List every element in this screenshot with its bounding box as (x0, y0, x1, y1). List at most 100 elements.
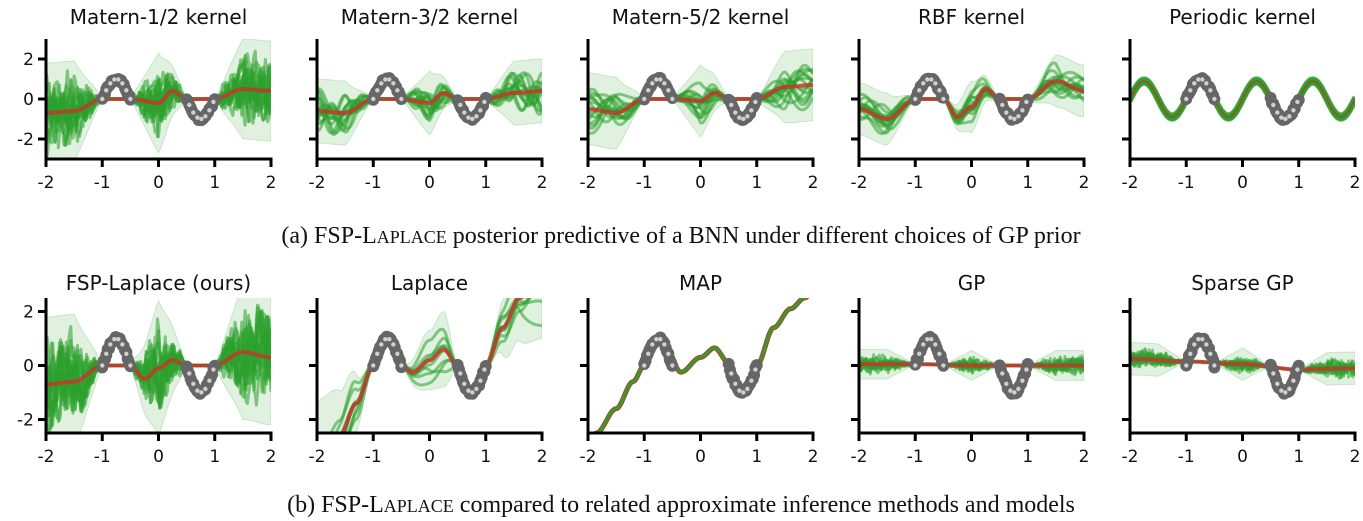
data-point-highlight (1012, 390, 1017, 395)
data-point-highlight (371, 96, 376, 102)
data-point-highlight (662, 81, 667, 86)
caption-b-suffix: compared to related approximate inferenc… (454, 492, 1075, 518)
data-point-highlight (211, 367, 216, 372)
data-point-highlight (666, 351, 671, 356)
data-point-highlight (387, 336, 392, 342)
plot-area (859, 348, 1084, 381)
x-tick-label: 1 (209, 447, 220, 467)
data-point-highlight (116, 336, 121, 342)
data-point-highlight (383, 336, 388, 342)
data-point-highlight (1291, 378, 1296, 383)
data-point-highlight (1020, 378, 1025, 383)
posterior-sample (317, 72, 542, 130)
x-tick-label: 0 (424, 173, 435, 193)
data-point-highlight (1212, 363, 1217, 368)
data-point-highlight (1204, 81, 1209, 86)
data-point-highlight (1184, 363, 1189, 368)
panel-title: RBF kernel (918, 5, 1025, 29)
data-point-highlight (662, 342, 667, 347)
data-point-highlight (458, 102, 463, 108)
data-point-highlight (753, 367, 758, 372)
data-point-highlight (1008, 388, 1013, 393)
x-tick-label: 0 (1237, 173, 1248, 193)
data-point-highlight (124, 351, 129, 356)
x-tick-label: 2 (808, 173, 819, 193)
panel-5: -2 -1 0 1 2 Periodic kernel (1122, 5, 1361, 193)
data-point-highlight (1000, 371, 1005, 376)
data-point-highlight (733, 110, 738, 115)
data-point-highlight (933, 342, 938, 347)
y-tick-label: 0 (23, 357, 34, 377)
data-point-highlight (1196, 336, 1201, 342)
data-point-highlight (124, 88, 129, 93)
mean-line (317, 89, 542, 115)
panel-title: FSP-Laplace (ours) (66, 271, 251, 295)
data-point-highlight (729, 102, 734, 108)
data-point-highlight (112, 336, 117, 342)
data-point-highlight (646, 88, 651, 93)
panel-4: -2 -1 0 1 2 RBF kernel (851, 5, 1090, 193)
x-tick-label: 0 (966, 447, 977, 467)
data-point-highlight (395, 88, 400, 93)
data-point-highlight (399, 96, 404, 102)
plot-area (592, 298, 810, 433)
data-point-highlight (1295, 367, 1300, 372)
data-point-highlight (1008, 115, 1013, 120)
data-point-highlight (466, 388, 471, 393)
panel-9: -2 -1 0 1 2 GP (851, 271, 1090, 467)
data-point-highlight (1192, 342, 1197, 347)
data-point-highlight (108, 81, 113, 86)
x-tick-label: 0 (1237, 447, 1248, 467)
data-point-highlight (458, 371, 463, 376)
data-point-highlight (1016, 114, 1021, 119)
y-tick-label: 2 (23, 303, 34, 323)
data-point-highlight (199, 390, 204, 395)
data-point-highlight (207, 378, 212, 383)
data-point-highlight (191, 110, 196, 115)
data-point-highlight (466, 115, 471, 120)
mean-line (1130, 356, 1355, 372)
data-point-highlight (116, 77, 121, 82)
x-tick-label: -1 (636, 447, 653, 467)
data-point-highlight (1291, 108, 1296, 113)
data-point-highlight (1188, 88, 1193, 93)
x-tick-label: 0 (424, 447, 435, 467)
data-point-highlight (670, 363, 675, 368)
data-point-highlight (646, 351, 651, 356)
panel-8: -2 -1 0 1 2 MAP (580, 271, 819, 467)
x-tick-label: 2 (1079, 447, 1090, 467)
data-point-highlight (478, 108, 483, 113)
posterior-sample (859, 79, 1084, 128)
data-point-highlight (929, 77, 934, 82)
caption-a-suffix: posterior predictive of a BNN under diff… (447, 223, 1081, 249)
data-point-highlight (937, 88, 942, 93)
caption-b: (b) FSP-LAPLACE compared to related appr… (287, 492, 1075, 518)
x-tick-label: -1 (636, 173, 653, 193)
panels: -2 -1 0 1 2 2 0 -2 Matern-1/2 kernel -2 -1 0 1 2 Mater… (17, 5, 1361, 467)
panel-title: Periodic kernel (1169, 5, 1316, 29)
plot-area (1130, 76, 1355, 122)
data-point-highlight (1208, 88, 1213, 93)
data-point-highlight (1024, 367, 1029, 372)
data-point-highlight (670, 96, 675, 102)
mean-line (859, 79, 1084, 121)
data-point-highlight (482, 99, 487, 105)
data-point-highlight (1196, 77, 1201, 82)
x-tick-label: 2 (808, 447, 819, 467)
data-point-highlight (737, 388, 742, 393)
data-point-highlight (462, 110, 467, 115)
x-tick-label: 1 (209, 173, 220, 193)
panel-3: -2 -1 0 1 2 Matern-5/2 kernel (580, 5, 819, 193)
data-point-highlight (741, 390, 746, 395)
data-point-highlight (100, 363, 105, 368)
data-point-highlight (642, 96, 647, 102)
data-point-highlight (391, 342, 396, 347)
data-point-highlight (104, 351, 109, 356)
plot-area (317, 298, 542, 433)
data-point (1021, 93, 1034, 106)
x-tick-label: 2 (1350, 447, 1361, 467)
x-tick-label: -2 (38, 447, 55, 467)
data-point (1021, 357, 1034, 370)
data-point-highlight (1287, 114, 1292, 119)
x-tick-label: 0 (153, 447, 164, 467)
